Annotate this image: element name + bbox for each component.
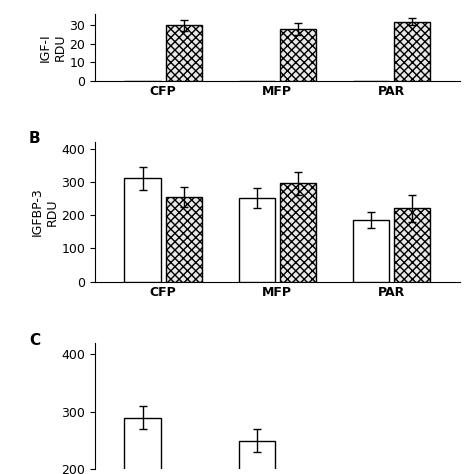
Bar bbox=[125, 179, 161, 282]
Bar bbox=[280, 183, 316, 282]
Bar bbox=[393, 209, 430, 282]
Bar bbox=[353, 220, 389, 282]
Bar bbox=[165, 197, 202, 282]
Bar bbox=[125, 418, 161, 474]
Bar bbox=[238, 440, 275, 474]
Text: C: C bbox=[29, 333, 40, 347]
Bar bbox=[280, 29, 316, 81]
Bar bbox=[165, 25, 202, 81]
Y-axis label: IGF-I
RDU: IGF-I RDU bbox=[38, 33, 66, 62]
Bar bbox=[238, 199, 275, 282]
Y-axis label: IGFBP-3
RDU: IGFBP-3 RDU bbox=[30, 187, 58, 236]
Bar bbox=[393, 22, 430, 81]
Text: B: B bbox=[29, 131, 41, 146]
